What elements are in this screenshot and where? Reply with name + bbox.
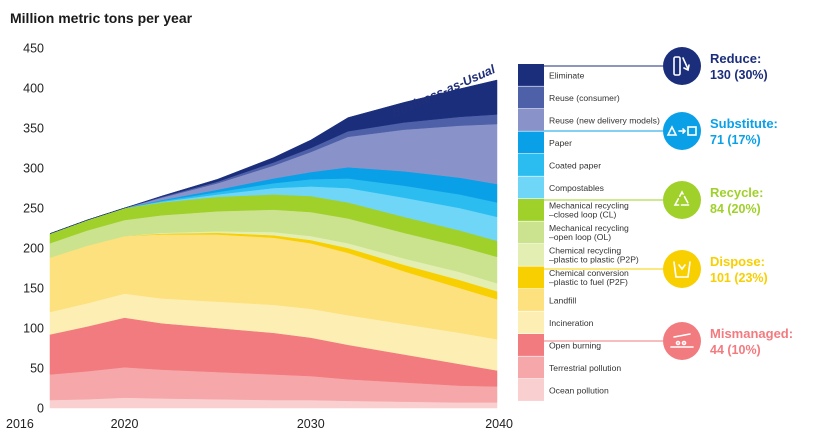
dispose-icon-chevron — [678, 264, 686, 271]
group-value: 71 (17%) — [710, 133, 761, 147]
legend-label-line2: –plastic to fuel (P2F) — [549, 277, 628, 287]
mismanaged-icon-debris — [681, 340, 687, 346]
group-value: 130 (30%) — [710, 68, 768, 82]
y-tick-label: 0 — [37, 402, 44, 416]
legend-swatch — [518, 109, 544, 131]
y-axis-title: Million metric tons per year — [10, 10, 193, 26]
strategy-groups: Reduce: 130 (30%) Substitute: 71 (17%) Recyc… — [544, 47, 793, 360]
substitute-icon — [666, 125, 697, 136]
group-title: Dispose: — [710, 254, 765, 269]
y-tick-label: 250 — [23, 202, 44, 216]
y-tick-label: 300 — [23, 162, 44, 176]
legend-label: Chemical conversion — [549, 268, 629, 278]
recycle-icon-badge — [663, 181, 701, 219]
legend-label: Landfill — [549, 296, 576, 306]
substitute-icon-square — [687, 126, 697, 136]
legend-label: Terrestrial pollution — [549, 363, 621, 373]
legend-label: Coated paper — [549, 161, 601, 171]
legend-label: Incineration — [549, 318, 594, 328]
legend-swatch — [518, 176, 544, 199]
legend-label: Open burning — [549, 341, 601, 351]
reduce-icon — [673, 56, 690, 76]
substitute-icon-arrow — [678, 128, 687, 134]
group-title: Recycle: — [710, 185, 763, 200]
x-tick-label: 2016 — [6, 417, 34, 431]
x-tick-label: 2030 — [297, 417, 325, 431]
legend-label: Eliminate — [549, 71, 585, 81]
legend-label: Compostables — [549, 183, 604, 193]
reduce-icon-arrowhead — [683, 64, 690, 72]
dispose-icon — [673, 261, 691, 278]
legend-swatch — [518, 266, 544, 289]
legend-swatch — [518, 131, 544, 154]
reduce-icon-bar — [673, 56, 681, 76]
x-tick-label: 2040 — [485, 417, 513, 431]
legend: Eliminate Reuse (consumer) Reuse (new deli… — [518, 64, 660, 401]
legend-swatch — [518, 86, 544, 109]
mismanaged-icon-badge — [663, 322, 701, 360]
legend-label: Paper — [549, 138, 572, 148]
area-layers — [49, 79, 498, 409]
reduce-icon-arrow — [682, 57, 689, 70]
mismanaged-icon-debris — [675, 340, 681, 346]
x-tick-labels: 2016 2020 2030 2040 — [6, 417, 513, 431]
legend-label: Reuse (consumer) — [549, 93, 620, 103]
legend-swatch — [518, 154, 544, 176]
y-tick-labels: 0 50 100 150 200 250 300 350 400 450 — [23, 42, 44, 416]
y-tick-label: 100 — [23, 322, 44, 336]
legend-swatch — [518, 244, 544, 266]
y-tick-label: 50 — [30, 362, 44, 376]
mismanaged-icon-ground — [670, 333, 694, 348]
legend-swatch — [518, 379, 544, 401]
legend-label: Mechanical recycling — [549, 223, 629, 233]
area-eliminate — [49, 79, 498, 234]
group-title: Reduce: — [710, 51, 761, 66]
legend-swatch — [518, 334, 544, 356]
recycle-icon — [673, 190, 691, 206]
group-value: 101 (23%) — [710, 271, 768, 285]
group-value: 44 (10%) — [710, 343, 761, 357]
legend-label: Chemical recycling — [549, 246, 621, 256]
legend-swatch — [518, 64, 544, 86]
group-title: Mismanaged: — [710, 326, 793, 341]
y-tick-label: 150 — [23, 282, 44, 296]
y-tick-label: 450 — [23, 42, 44, 56]
reduce-icon-badge — [663, 47, 701, 85]
legend-swatch — [518, 221, 544, 244]
legend-label-line2: –plastic to plastic (P2P) — [549, 255, 639, 265]
mismanaged-icon — [670, 333, 694, 348]
legend-label: Reuse (new delivery models) — [549, 116, 660, 126]
legend-swatch — [518, 289, 544, 311]
y-tick-label: 350 — [23, 122, 44, 136]
legend-label-line2: –closed loop (CL) — [549, 210, 616, 220]
legend-label-line2: –open loop (OL) — [549, 232, 611, 242]
group-title: Substitute: — [710, 116, 778, 131]
legend-label: Ocean pollution — [549, 386, 609, 396]
recycle-icon-arrows — [673, 190, 691, 206]
y-tick-label: 400 — [23, 82, 44, 96]
legend-swatch — [518, 311, 544, 334]
y-tick-label: 200 — [23, 242, 44, 256]
substitute-icon-triangle — [666, 125, 678, 136]
x-tick-label: 2020 — [111, 417, 139, 431]
dispose-icon-bin — [673, 261, 691, 278]
group-value: 84 (20%) — [710, 202, 761, 216]
legend-swatch — [518, 199, 544, 221]
legend-label: Mechanical recycling — [549, 201, 629, 211]
legend-swatch — [518, 356, 544, 379]
